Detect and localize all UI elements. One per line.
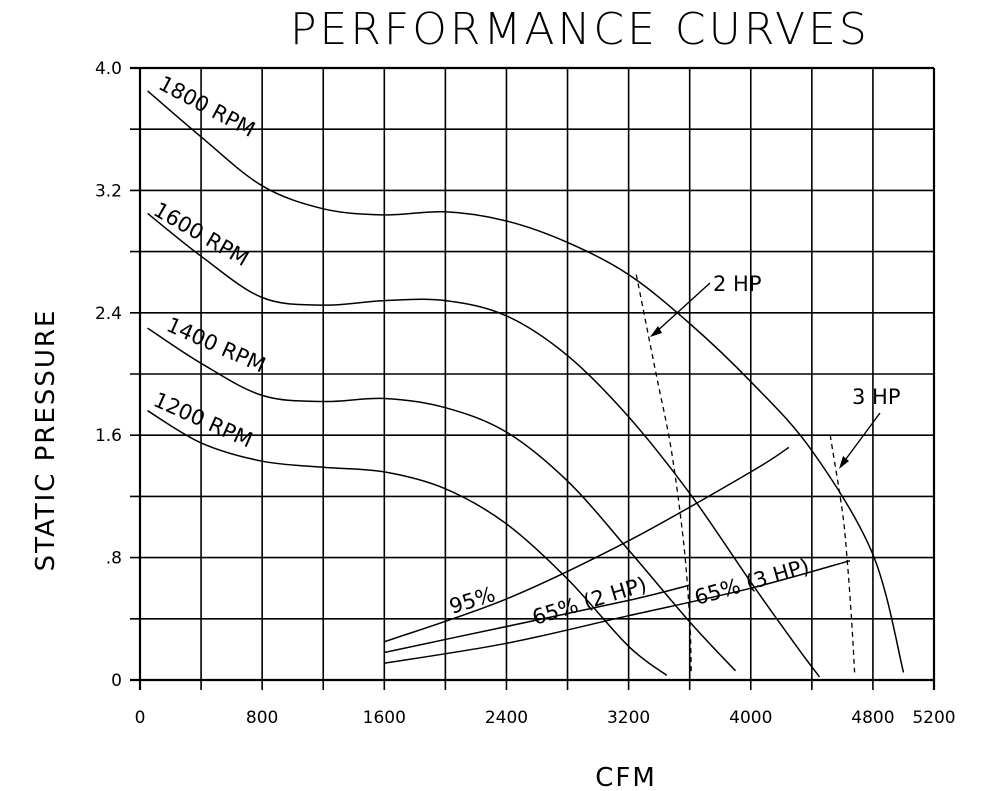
y-tick-label: 1.6: [95, 426, 122, 446]
chart-title: PERFORMANCE CURVES: [290, 4, 870, 55]
series-line-65-3-hp: [384, 559, 851, 664]
series-line-95: [384, 446, 790, 643]
y-tick-label: 0: [111, 671, 122, 691]
x-tick-label: 0: [135, 708, 146, 728]
tick-labels: 0 800 1600 2400 3200 4000 4800 5200 0 .8 1.6 2.4 3.2…: [95, 59, 956, 728]
x-axis-title: CFM: [595, 763, 657, 791]
series-line-3-hp: [829, 435, 856, 673]
leader-3-hp: [842, 412, 881, 464]
x-tick-label: 5200: [912, 708, 955, 728]
series-line-1200-rpm: [147, 410, 668, 677]
y-axis-title: STATIC PRESSURE: [31, 309, 61, 572]
leader-2-hp: [654, 282, 711, 334]
series-line-1800-rpm: [147, 90, 905, 673]
x-tick-label: 4000: [729, 708, 772, 728]
arrowhead-2-hp: [650, 326, 662, 337]
label-1200-rpm: 1200 RPM: [150, 388, 256, 453]
series-line-1400-rpm: [147, 327, 737, 672]
x-tick-label: 800: [246, 708, 278, 728]
label-1800-rpm: 1800 RPM: [155, 71, 259, 142]
arrowhead-3-hp: [839, 456, 849, 469]
x-tick-label: 3200: [607, 708, 650, 728]
y-tick-label: 3.2: [95, 181, 122, 201]
x-tick-label: 2400: [485, 708, 528, 728]
y-tick-label: .8: [106, 549, 122, 569]
curves: [147, 90, 905, 678]
label-2-hp: 2 HP: [713, 272, 762, 296]
y-tick-label: 2.4: [95, 304, 122, 324]
series-line-1600-rpm: [147, 212, 821, 678]
series-line-65-2-hp: [384, 584, 690, 654]
series-line-2-hp: [635, 274, 692, 673]
label-1400-rpm: 1400 RPM: [163, 313, 269, 378]
y-tick-label: 4.0: [95, 59, 122, 79]
x-tick-label: 4800: [851, 708, 894, 728]
label-65-percent-3hp: 65% (3 HP): [692, 554, 812, 610]
label-3-hp: 3 HP: [852, 385, 901, 409]
x-tick-label: 1600: [363, 708, 406, 728]
label-95-percent: 95%: [446, 582, 498, 619]
grid: [130, 66, 936, 690]
